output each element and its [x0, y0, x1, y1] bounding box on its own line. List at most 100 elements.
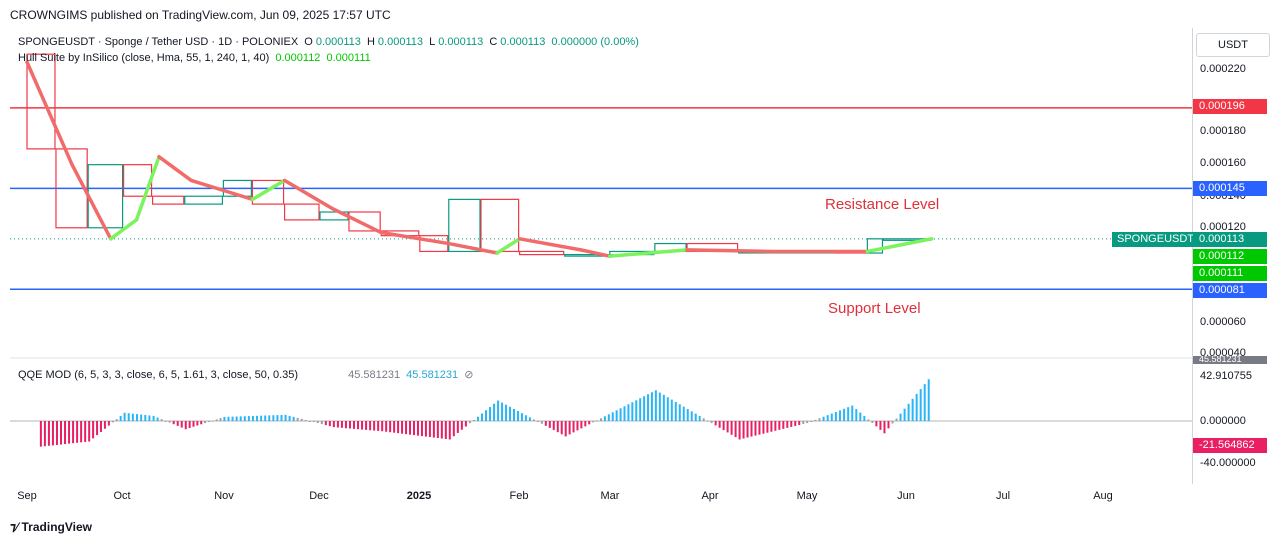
qqe-bar — [300, 418, 303, 421]
qqe-bar — [794, 421, 797, 426]
qqe-bar — [152, 415, 155, 421]
qqe-bar — [588, 421, 591, 425]
qqe-bar — [204, 421, 207, 424]
qqe-bar — [164, 420, 167, 422]
qqe-bar — [485, 410, 488, 421]
qqe-tick: 0.000000 — [1200, 415, 1246, 427]
qqe-bar — [123, 412, 126, 421]
qqe-bar — [480, 413, 483, 421]
qqe-bar — [353, 421, 356, 429]
qqe-bar — [662, 394, 665, 421]
low-value: 0.000113 — [438, 36, 484, 48]
time-tick: Oct — [113, 490, 131, 502]
level-price-tag: 0.000145 — [1193, 181, 1267, 196]
qqe-bar — [80, 421, 83, 443]
qqe-bar — [64, 421, 67, 445]
qqe-bar — [184, 421, 187, 430]
qqe-bar — [762, 421, 765, 434]
qqe-bar — [440, 421, 443, 439]
qqe-bar — [251, 415, 254, 421]
qqe-bar — [678, 404, 681, 421]
qqe-bar — [603, 416, 606, 421]
qqe-bar — [405, 421, 408, 435]
qqe-bar — [643, 396, 646, 421]
qqe-bar — [55, 421, 58, 445]
qqe-bar — [428, 421, 431, 438]
qqe-bar — [843, 408, 846, 421]
qqe-bar — [635, 400, 638, 421]
qqe-bar — [340, 421, 343, 428]
price-tick: 0.000120 — [1200, 221, 1246, 233]
qqe-bar — [584, 421, 587, 427]
qqe-bar — [444, 421, 447, 439]
qqe-bar — [730, 421, 733, 435]
qqe-bar — [436, 421, 439, 439]
qqe-bar — [879, 421, 882, 430]
price-tick: 0.000180 — [1200, 125, 1246, 137]
qqe-tick: -40.000000 — [1200, 457, 1256, 469]
resistance-annotation: Resistance Level — [825, 196, 940, 213]
qqe-bar — [239, 416, 242, 421]
change-value: 0.000000 (0.00%) — [551, 36, 639, 48]
qqe-bar — [308, 421, 311, 422]
qqe-bar — [207, 421, 210, 422]
chart-svg[interactable] — [10, 28, 1192, 484]
qqe-bar — [501, 402, 504, 421]
price-candle — [26, 53, 56, 150]
hull-segment — [157, 155, 193, 183]
qqe-bar — [875, 421, 878, 427]
qqe-bar — [690, 411, 693, 421]
qqe-bar — [706, 420, 709, 422]
time-tick: Nov — [214, 490, 234, 502]
qqe-bar — [726, 421, 729, 433]
qqe-bar — [674, 401, 677, 421]
qqe-visibility-icon[interactable]: ⊘ — [464, 369, 474, 381]
qqe-bar — [572, 421, 575, 433]
qqe-bar — [416, 421, 419, 436]
tradingview-logo[interactable]: ⁊⁄ TradingView — [10, 520, 92, 534]
qqe-bar — [188, 421, 191, 428]
price-candle — [283, 203, 320, 221]
qqe-bar — [468, 421, 471, 424]
qqe-bar — [647, 394, 650, 421]
qqe-bar — [148, 415, 151, 421]
qqe-bar — [276, 415, 279, 421]
qqe-bar — [548, 421, 551, 428]
time-tick: Feb — [509, 490, 529, 502]
qqe-bar — [782, 421, 785, 429]
qqe-bar — [666, 397, 669, 421]
qqe-bar — [243, 416, 246, 421]
hull-segment — [379, 230, 451, 246]
qqe-bar — [260, 415, 263, 421]
price-legend: SPONGEUSDT · Sponge / Tether USD · 1D · … — [18, 36, 642, 48]
qqe-bar — [596, 420, 599, 422]
qqe-bar — [722, 421, 725, 431]
qqe-bar — [830, 413, 833, 421]
qqe-bar — [127, 413, 130, 421]
qqe-bar — [99, 421, 102, 432]
qqe-bar — [834, 411, 837, 421]
chart-area[interactable] — [10, 28, 1193, 484]
qqe-bar — [472, 419, 475, 421]
qqe-bar — [505, 404, 508, 421]
qqe-bar — [903, 408, 906, 421]
qqe-bar — [223, 416, 226, 421]
qqe-bar — [774, 421, 777, 431]
qqe-bar — [552, 421, 555, 431]
price-candle — [866, 238, 884, 254]
qqe-bar — [790, 421, 793, 427]
qqe-bar — [284, 414, 287, 421]
qqe-bar — [778, 421, 781, 430]
price-candle — [448, 198, 481, 253]
qqe-bar — [907, 403, 910, 421]
qqe-bar — [532, 419, 535, 421]
hull-value-1: 0.000112 — [275, 52, 321, 64]
qqe-value-tag: -21.564862 — [1193, 438, 1267, 453]
last-price-tag: 0.000113 — [1193, 232, 1267, 247]
qqe-bar — [47, 421, 50, 446]
currency-selector[interactable]: USDT — [1196, 33, 1270, 57]
high-value: 0.000113 — [377, 36, 423, 48]
qqe-bar — [227, 416, 230, 421]
qqe-bar — [915, 393, 918, 421]
time-tick: Jul — [995, 490, 1011, 502]
